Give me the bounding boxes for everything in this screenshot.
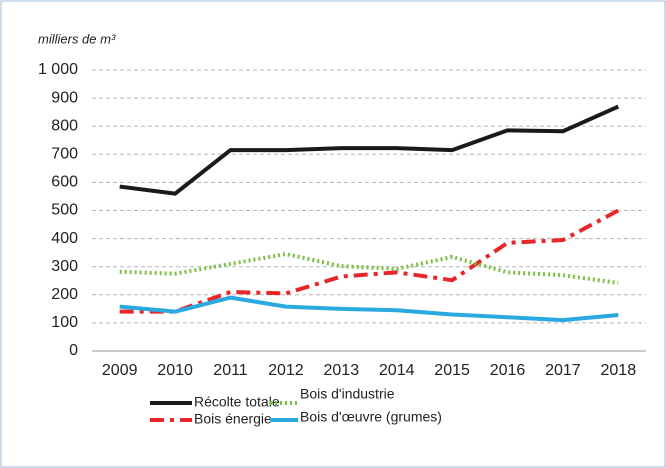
y-tick-label: 0 <box>69 342 78 359</box>
legend-label: Bois d'œuvre (grumes) <box>300 409 442 425</box>
y-tick-label: 300 <box>51 258 78 275</box>
y-tick-label: 500 <box>51 202 78 219</box>
y-tick-label: 800 <box>51 117 78 134</box>
y-tick-label: 600 <box>51 174 78 191</box>
x-tick-label: 2014 <box>379 362 415 379</box>
x-tick-label: 2011 <box>213 362 248 379</box>
x-tick-label: 2015 <box>434 362 470 379</box>
y-tick-label: 100 <box>51 314 78 331</box>
x-tick-label: 2012 <box>268 362 304 379</box>
series-line <box>119 208 620 314</box>
y-tick-label: 700 <box>51 146 78 163</box>
x-tick-label: 2009 <box>102 362 138 379</box>
legend-label: Bois énergie <box>194 411 272 427</box>
y-tick-label: 900 <box>51 89 78 106</box>
legend-label: Récolte totale <box>194 394 280 410</box>
x-tick-label: 2010 <box>157 362 193 379</box>
legend-label: Bois d'industrie <box>300 386 395 402</box>
x-tick-label: 2018 <box>601 362 637 379</box>
y-axis-unit: milliers de m³ <box>38 31 116 46</box>
x-tick-label: 2013 <box>324 362 360 379</box>
y-tick-label: 400 <box>51 230 78 247</box>
x-tick-label: 2017 <box>545 362 581 379</box>
y-tick-label: 200 <box>51 286 78 303</box>
series-line <box>119 104 620 196</box>
series-line <box>119 295 619 323</box>
y-tick-label: 1 000 <box>38 61 78 78</box>
x-tick-label: 2016 <box>490 362 526 379</box>
